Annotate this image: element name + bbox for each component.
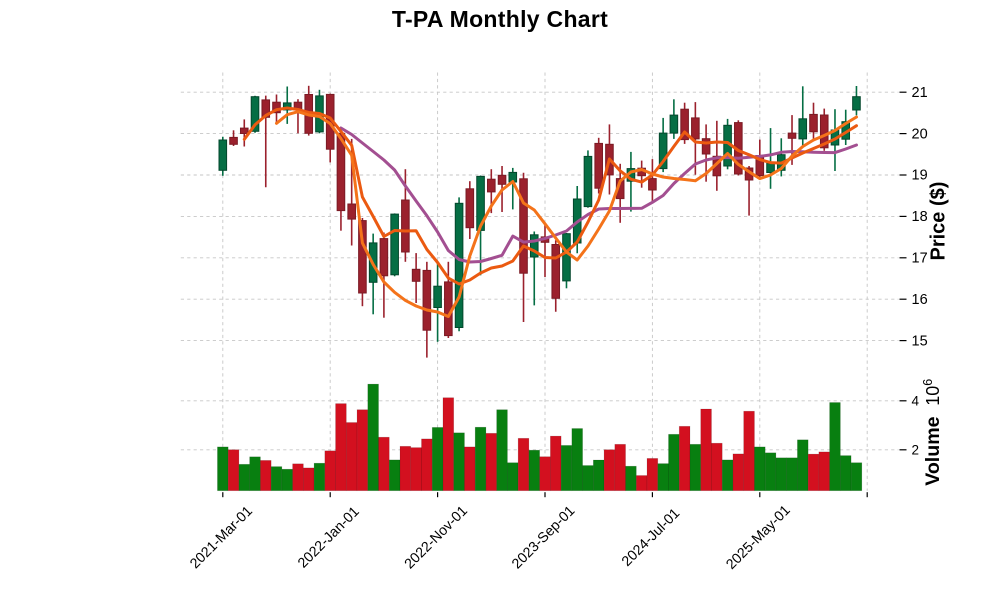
svg-text:2: 2 [912,443,920,458]
svg-text:19: 19 [912,168,928,184]
svg-text:16: 16 [912,292,928,308]
svg-text:21: 21 [912,85,928,101]
svg-text:4: 4 [912,394,920,409]
svg-text:18: 18 [912,209,928,225]
svg-text:17: 17 [912,251,928,267]
svg-text:20: 20 [912,126,928,142]
svg-text:T-PA Monthly Chart: T-PA Monthly Chart [392,6,608,32]
svg-text:15: 15 [912,333,928,349]
svg-text:Price ($): Price ($) [928,182,950,261]
svg-text:Volume: Volume [922,416,944,485]
